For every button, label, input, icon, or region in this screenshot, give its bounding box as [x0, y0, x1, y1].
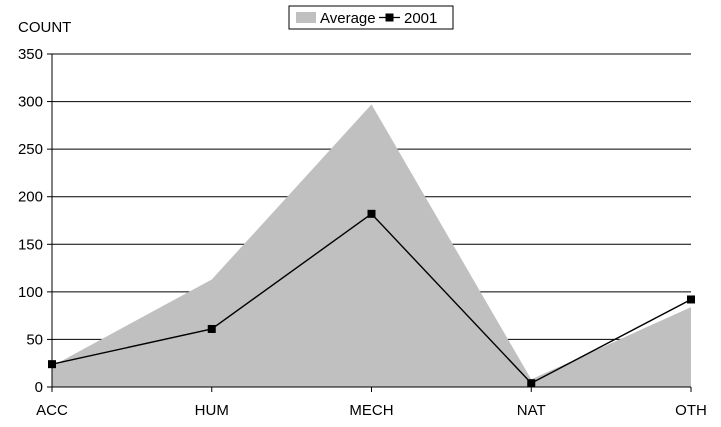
- y-tick-label: 0: [35, 379, 43, 396]
- y-tick-label: 50: [26, 331, 43, 348]
- y-tick-label: 300: [18, 94, 43, 111]
- legend-label-2001: 2001: [404, 10, 437, 27]
- x-tick-label-mech: MECH: [349, 402, 393, 419]
- marker-2001-nat: [527, 379, 536, 388]
- legend-label-average: Average: [320, 10, 376, 27]
- legend-swatch-average: [296, 12, 316, 23]
- area-series-average: [52, 104, 691, 387]
- x-tick-label-hum: HUM: [195, 402, 229, 419]
- legend: Average 2001: [288, 5, 454, 30]
- area-series-layer: [52, 104, 691, 387]
- axes: [47, 53, 692, 392]
- marker-2001-acc: [48, 360, 56, 369]
- y-tick-label: 150: [18, 236, 43, 253]
- y-axis-title: COUNT: [18, 19, 71, 36]
- line-series-layer: [48, 209, 695, 388]
- legend-box: [288, 5, 454, 30]
- x-tick-label-oth: OTH: [675, 402, 707, 419]
- tick-labels: 0 50 100 150 200 250 300 350 ACC HUM MECH NAT OTH: [18, 46, 707, 419]
- marker-2001-oth: [687, 295, 695, 304]
- legend-marker-2001: [385, 13, 394, 22]
- y-tick-label: 250: [18, 141, 43, 158]
- x-tick-label-nat: NAT: [517, 402, 546, 419]
- marker-2001-hum: [207, 324, 216, 333]
- y-tick-label: 350: [18, 46, 43, 63]
- y-tick-label: 200: [18, 189, 43, 206]
- y-tick-label: 100: [18, 284, 43, 301]
- marker-2001-mech: [367, 209, 376, 218]
- x-tick-label-acc: ACC: [36, 402, 68, 419]
